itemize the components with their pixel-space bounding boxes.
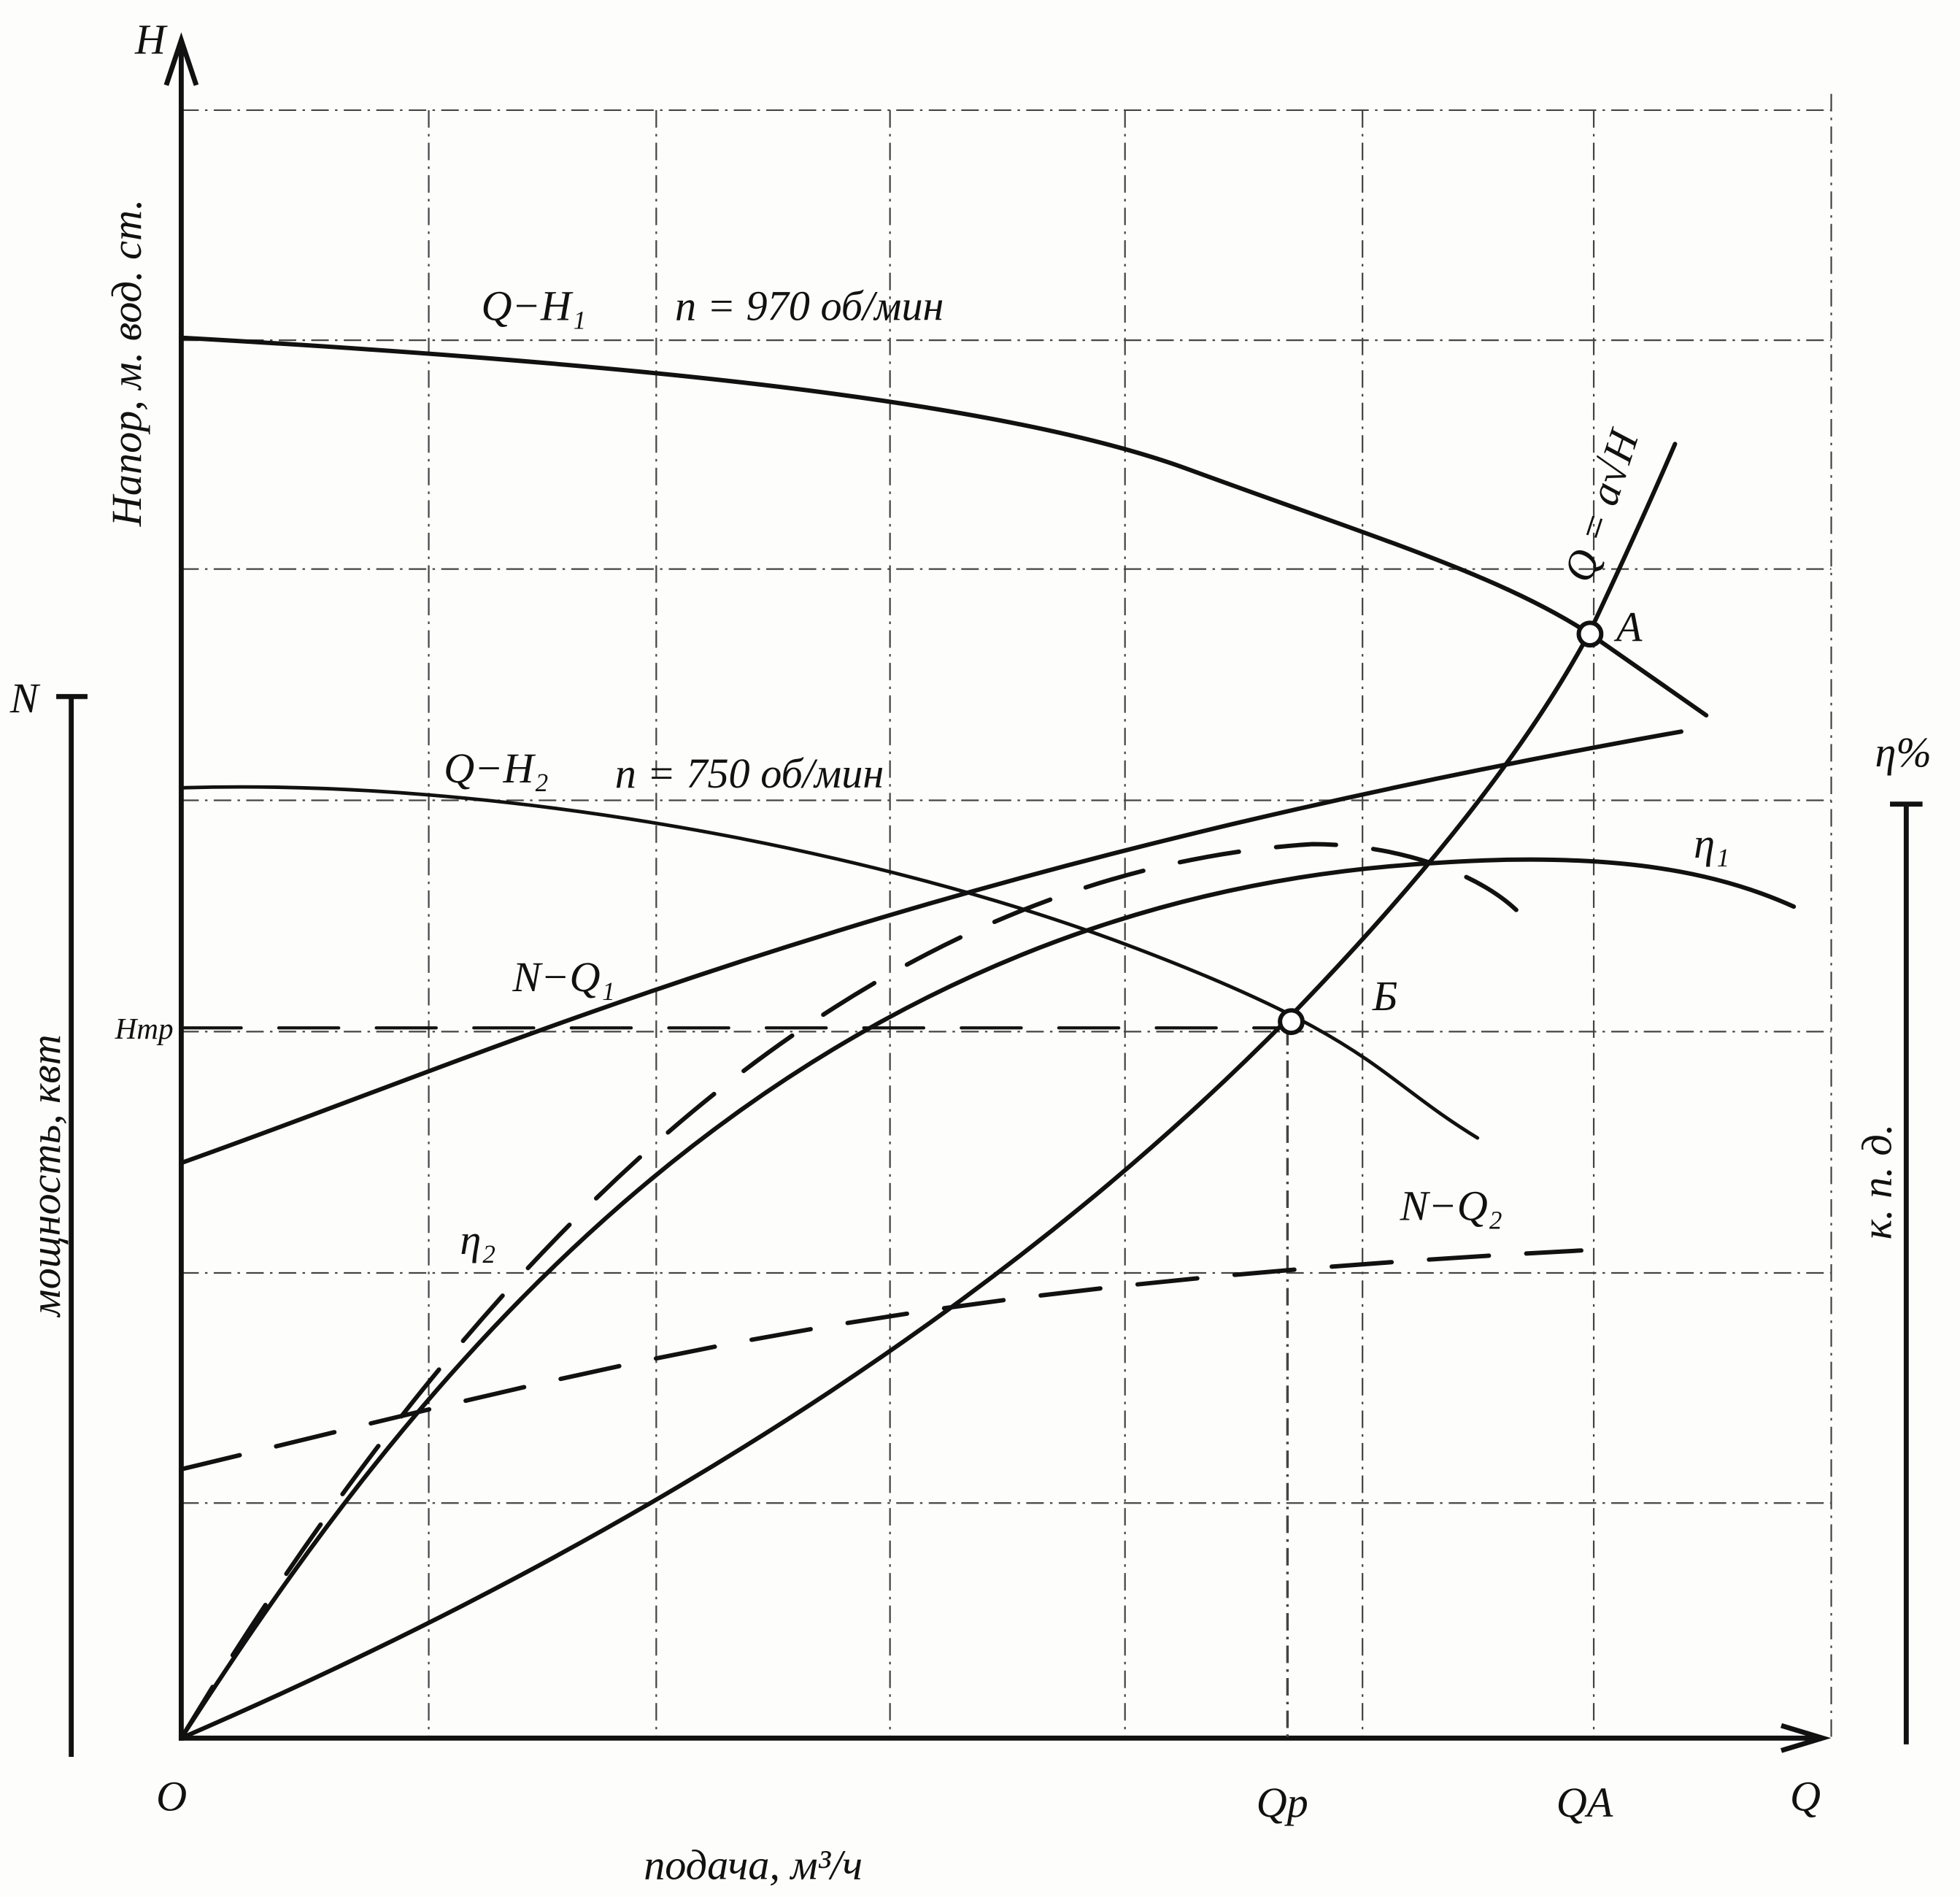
- qh1-curve: [179, 335, 1709, 718]
- grid-vertical: [428, 93, 1832, 1739]
- nq1-curve: [179, 729, 1683, 1166]
- eta1-label: η₁: [1694, 820, 1729, 867]
- h-symbol: H: [134, 15, 168, 63]
- qh1-speed: n = 970 об/мин: [675, 282, 944, 329]
- eta-scale: [1890, 801, 1923, 1744]
- h-tr-label: Hтр: [115, 1012, 174, 1045]
- qh2-speed: n = 750 об/мин: [615, 750, 884, 797]
- n-scale: [56, 693, 88, 1757]
- q-p-label: Qр: [1257, 1779, 1308, 1826]
- point-a: [1576, 620, 1604, 648]
- eta1-curve: [179, 857, 1797, 1741]
- point-a-label: А: [1613, 604, 1643, 651]
- axes: [56, 32, 1923, 1757]
- n-label: мощность, квт: [22, 1034, 69, 1317]
- q-symbol: Q: [1790, 1772, 1821, 1820]
- point-b-label: Б: [1372, 972, 1397, 1020]
- q-label: подача, м³/ч: [644, 1841, 863, 1888]
- eta-label: к. п. д.: [1853, 1124, 1900, 1240]
- qh2-label: Q−H₂: [444, 744, 549, 792]
- grid: [181, 93, 1832, 1739]
- grid-horizontal: [181, 109, 1832, 1504]
- nq2-label: N−Q₂: [1400, 1182, 1502, 1230]
- qh1-label: Q−H₁: [482, 282, 587, 329]
- eta2-label: η₂: [460, 1216, 495, 1263]
- h-axis: [163, 32, 199, 1741]
- h-label: Напор, м. вод. ст.: [103, 199, 150, 528]
- origin-label: О: [156, 1772, 187, 1820]
- nq1-label: N−Q₁: [512, 953, 614, 1001]
- n-symbol: N: [9, 674, 41, 722]
- point-b: [1278, 1008, 1305, 1036]
- qh2-curve: [179, 785, 1480, 1140]
- curves: [179, 335, 1797, 1741]
- q-a-label: QA: [1556, 1779, 1613, 1826]
- eta2-curve: [179, 842, 1527, 1741]
- q-axis: [178, 1723, 1832, 1753]
- nq2-curve: [179, 1248, 1583, 1471]
- eta-symbol: η%: [1875, 728, 1932, 776]
